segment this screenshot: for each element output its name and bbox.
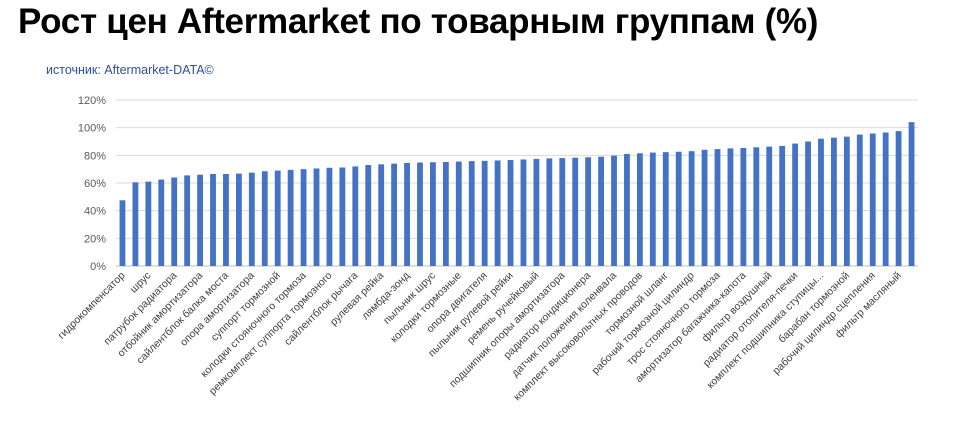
bar	[184, 175, 191, 266]
bar	[831, 137, 837, 266]
y-tick-label: 0%	[90, 261, 106, 273]
bar	[856, 134, 863, 266]
bar	[468, 161, 475, 266]
bar	[688, 151, 695, 266]
bar	[261, 171, 268, 266]
bar	[792, 143, 799, 266]
y-tick-label: 60%	[84, 178, 106, 190]
source-note: источник: Aftermarket-DATA©	[46, 63, 214, 77]
bar	[636, 153, 643, 266]
y-tick-label: 80%	[84, 150, 106, 162]
bar	[132, 182, 139, 266]
bar	[481, 160, 488, 266]
bar	[352, 166, 359, 266]
bar	[404, 162, 410, 266]
bar	[714, 149, 721, 266]
bar	[313, 168, 320, 266]
bar	[248, 172, 255, 267]
bar	[494, 160, 501, 266]
bar	[766, 146, 773, 266]
bar	[572, 157, 579, 266]
bar	[753, 147, 760, 266]
bar	[300, 169, 307, 266]
page-title: Рост цен Aftermarket по товарным группам…	[18, 2, 819, 41]
bar	[287, 169, 294, 266]
bar	[430, 162, 436, 266]
bar	[274, 170, 281, 266]
y-tick-label: 100%	[78, 123, 106, 135]
bar	[391, 163, 398, 266]
bar	[365, 165, 372, 266]
y-tick-label: 40%	[84, 206, 106, 218]
y-axis-ticks: 0% 20% 40% 60% 80% 100% 120%	[78, 95, 106, 273]
bar	[805, 141, 811, 266]
bar	[520, 159, 527, 266]
bar	[740, 148, 747, 266]
bar	[171, 177, 178, 266]
bar	[533, 158, 540, 266]
bar	[818, 138, 824, 266]
bar	[611, 155, 617, 266]
bar	[895, 131, 902, 267]
bar	[675, 151, 682, 266]
bar	[598, 156, 604, 266]
bar	[197, 174, 203, 266]
bars	[119, 122, 915, 267]
bar	[210, 174, 216, 266]
bar	[869, 133, 876, 266]
bar	[235, 173, 242, 266]
bar	[843, 136, 850, 266]
bar	[417, 162, 423, 266]
bar	[662, 152, 669, 266]
bar	[223, 174, 229, 266]
y-tick-label: 120%	[78, 95, 106, 107]
bar	[649, 152, 656, 266]
bar	[624, 153, 630, 266]
bar	[119, 200, 126, 266]
bar	[727, 148, 734, 266]
bar	[882, 132, 889, 266]
bar	[585, 157, 592, 266]
bar	[339, 167, 346, 266]
bar	[158, 179, 165, 266]
bar	[701, 149, 708, 266]
bar	[326, 167, 333, 266]
bar	[908, 122, 915, 266]
bar	[779, 145, 786, 266]
bar	[455, 161, 462, 266]
bar	[546, 158, 553, 266]
bar	[559, 158, 566, 266]
bar	[145, 181, 152, 266]
bar	[507, 160, 514, 266]
y-tick-label: 20%	[84, 233, 106, 245]
bar	[378, 164, 385, 266]
bar	[442, 161, 449, 266]
